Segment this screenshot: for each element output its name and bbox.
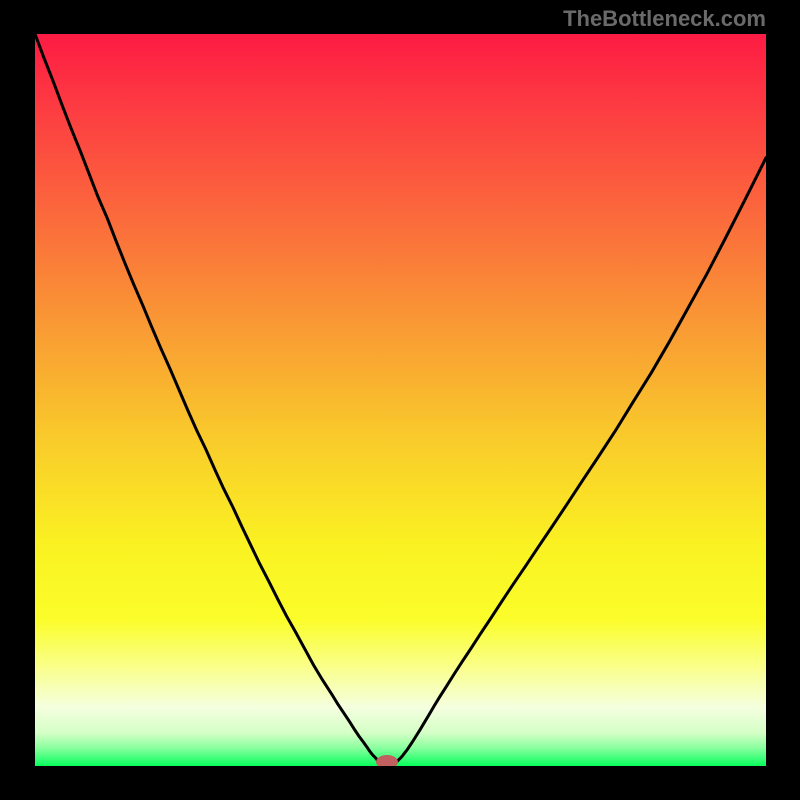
curve-left-branch: [35, 34, 389, 766]
curve-right-branch: [389, 158, 766, 766]
bottleneck-curve: [35, 34, 766, 766]
chart-plot-area: [35, 34, 766, 766]
optimum-marker: [376, 755, 398, 766]
chart-outer-frame: TheBottleneck.com: [0, 0, 800, 800]
watermark-text: TheBottleneck.com: [563, 6, 766, 32]
